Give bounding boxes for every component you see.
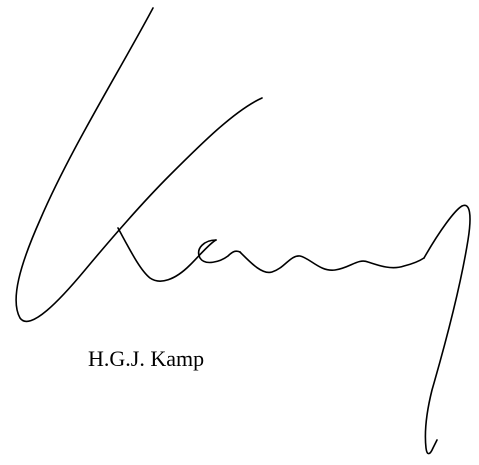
signer-name: H.G.J. Kamp <box>88 346 205 371</box>
signature-stroke-m <box>239 251 425 274</box>
signature-stroke-p-stem <box>423 204 471 455</box>
signature-stroke-long-downstroke <box>15 7 263 323</box>
signature-stroke-a-loop <box>198 239 241 264</box>
signature-stroke-k-arm <box>117 227 217 282</box>
